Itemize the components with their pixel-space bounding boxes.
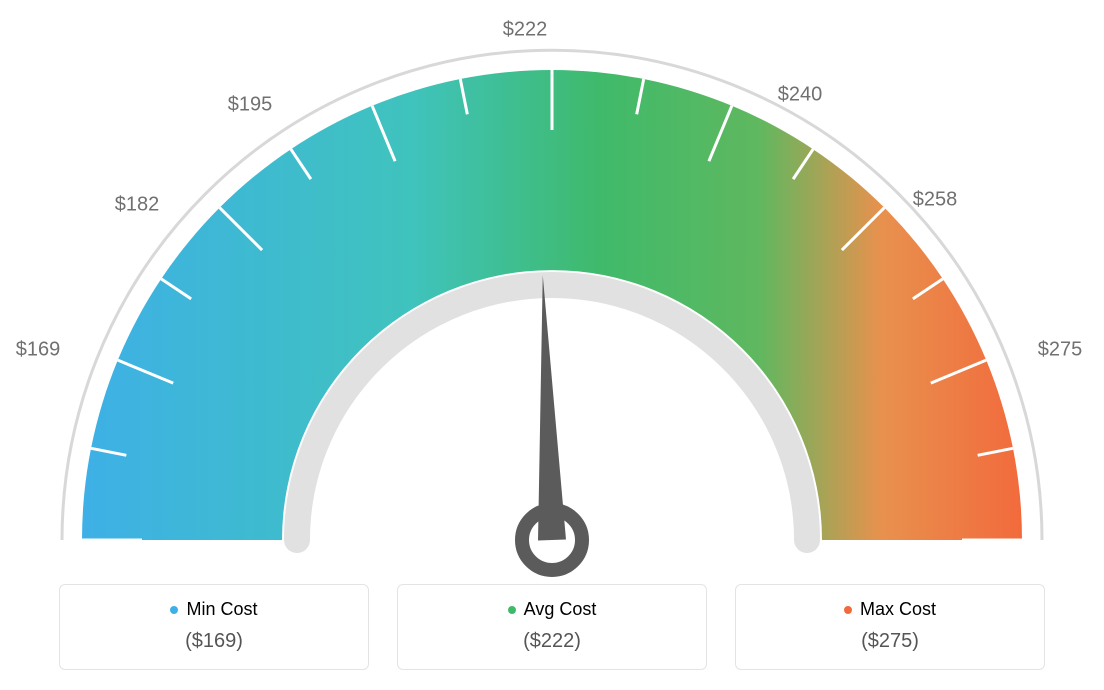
legend-dot-avg: [508, 606, 516, 614]
legend-label-min: Min Cost: [186, 599, 257, 620]
legend-label-max: Max Cost: [860, 599, 936, 620]
legend-value-max: ($275): [756, 630, 1024, 653]
legend-card-avg: Avg Cost ($222): [397, 584, 707, 670]
gauge-tick-label: $258: [913, 189, 958, 212]
gauge-tick-label: $182: [115, 194, 160, 217]
legend-title-avg: Avg Cost: [508, 599, 597, 620]
legend-dot-max: [844, 606, 852, 614]
gauge-svg: [0, 0, 1104, 580]
legend-row: Min Cost ($169) Avg Cost ($222) Max Cost…: [0, 584, 1104, 670]
legend-card-max: Max Cost ($275): [735, 584, 1045, 670]
gauge-chart: $169 $182 $195 $222 $240 $258 $275: [0, 0, 1104, 580]
gauge-tick-label: $240: [778, 84, 823, 107]
gauge-tick-label: $222: [503, 19, 548, 42]
gauge-tick-label: $275: [1038, 339, 1083, 362]
legend-card-min: Min Cost ($169): [59, 584, 369, 670]
legend-title-max: Max Cost: [844, 599, 936, 620]
legend-label-avg: Avg Cost: [524, 599, 597, 620]
legend-value-min: ($169): [80, 630, 348, 653]
legend-title-min: Min Cost: [170, 599, 257, 620]
legend-dot-min: [170, 606, 178, 614]
gauge-tick-label: $195: [228, 94, 273, 117]
gauge-tick-label: $169: [16, 339, 61, 362]
legend-value-avg: ($222): [418, 630, 686, 653]
